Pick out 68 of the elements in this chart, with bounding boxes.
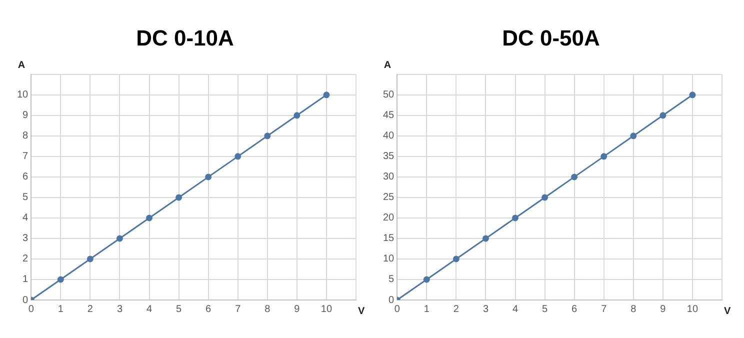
y-tick-label: 6 [22,172,29,183]
y-tick-label: 0 [22,294,29,306]
y-tick-label: 40 [383,130,395,142]
x-tick-label: 3 [482,304,489,315]
point [482,235,489,242]
x-axis-title: V [358,306,365,317]
x-tick-label: 2 [453,304,460,315]
y-tick-label: 20 [383,212,395,224]
y-axis-title: A [18,60,26,72]
x-tick-label: 2 [87,304,94,315]
x-tick-label: 10 [320,304,332,315]
point [542,194,548,201]
y-tick-label: 25 [383,192,395,204]
chart-title: DC 0-10A [136,25,234,50]
y-tick-label: 4 [22,212,29,224]
x-tick-label: 9 [660,304,666,315]
point [323,92,330,98]
y-tick-label: 7 [22,151,29,162]
y-tick-label: 3 [22,233,29,244]
point [600,153,608,160]
y-tick-label: 0 [388,294,395,306]
y-tick-label: 5 [22,192,29,204]
x-tick-label: 9 [294,304,300,315]
y-tick-label: 8 [22,130,29,142]
x-tick-label: 6 [206,304,212,315]
y-tick-label: 9 [22,110,29,122]
y-tick-label: 30 [383,172,395,183]
x-tick-label: 6 [572,304,578,315]
point [630,132,637,140]
point [660,112,666,119]
x-tick-label: 8 [630,304,637,315]
point [116,235,123,242]
point [86,256,94,262]
x-tick-label: 5 [176,304,182,315]
x-tick-label: 10 [686,304,698,315]
x-tick-label: 1 [424,304,430,315]
point [234,153,242,160]
y-tick-label: 35 [383,151,395,162]
point [57,276,64,283]
point [146,214,153,222]
y-tick-label: 15 [383,233,395,244]
y-tick-label: 50 [383,90,395,101]
x-axis-title: V [724,306,731,317]
point [264,132,271,140]
point [571,174,578,180]
y-tick-label: 10 [17,90,29,101]
point [512,214,519,222]
y-tick-label: 10 [383,254,395,265]
point [423,276,430,283]
point [176,194,182,201]
point [205,174,212,180]
x-tick-label: 7 [235,304,242,315]
x-tick-label: 3 [116,304,123,315]
y-tick-label: 45 [383,110,395,122]
x-tick-label: 4 [512,304,518,315]
chart-title: DC 0-50A [502,25,600,50]
y-axis-title: A [384,60,392,72]
point [294,112,300,119]
y-tick-label: 5 [388,274,395,286]
x-tick-label: 8 [264,304,271,315]
y-tick-label: 1 [22,274,29,286]
x-tick-label: 5 [542,304,548,315]
y-tick-label: 2 [22,254,29,265]
point [689,92,696,98]
x-tick-label: 4 [146,304,152,315]
x-tick-label: 1 [58,304,64,315]
point [452,256,460,262]
x-tick-label: 7 [601,304,608,315]
